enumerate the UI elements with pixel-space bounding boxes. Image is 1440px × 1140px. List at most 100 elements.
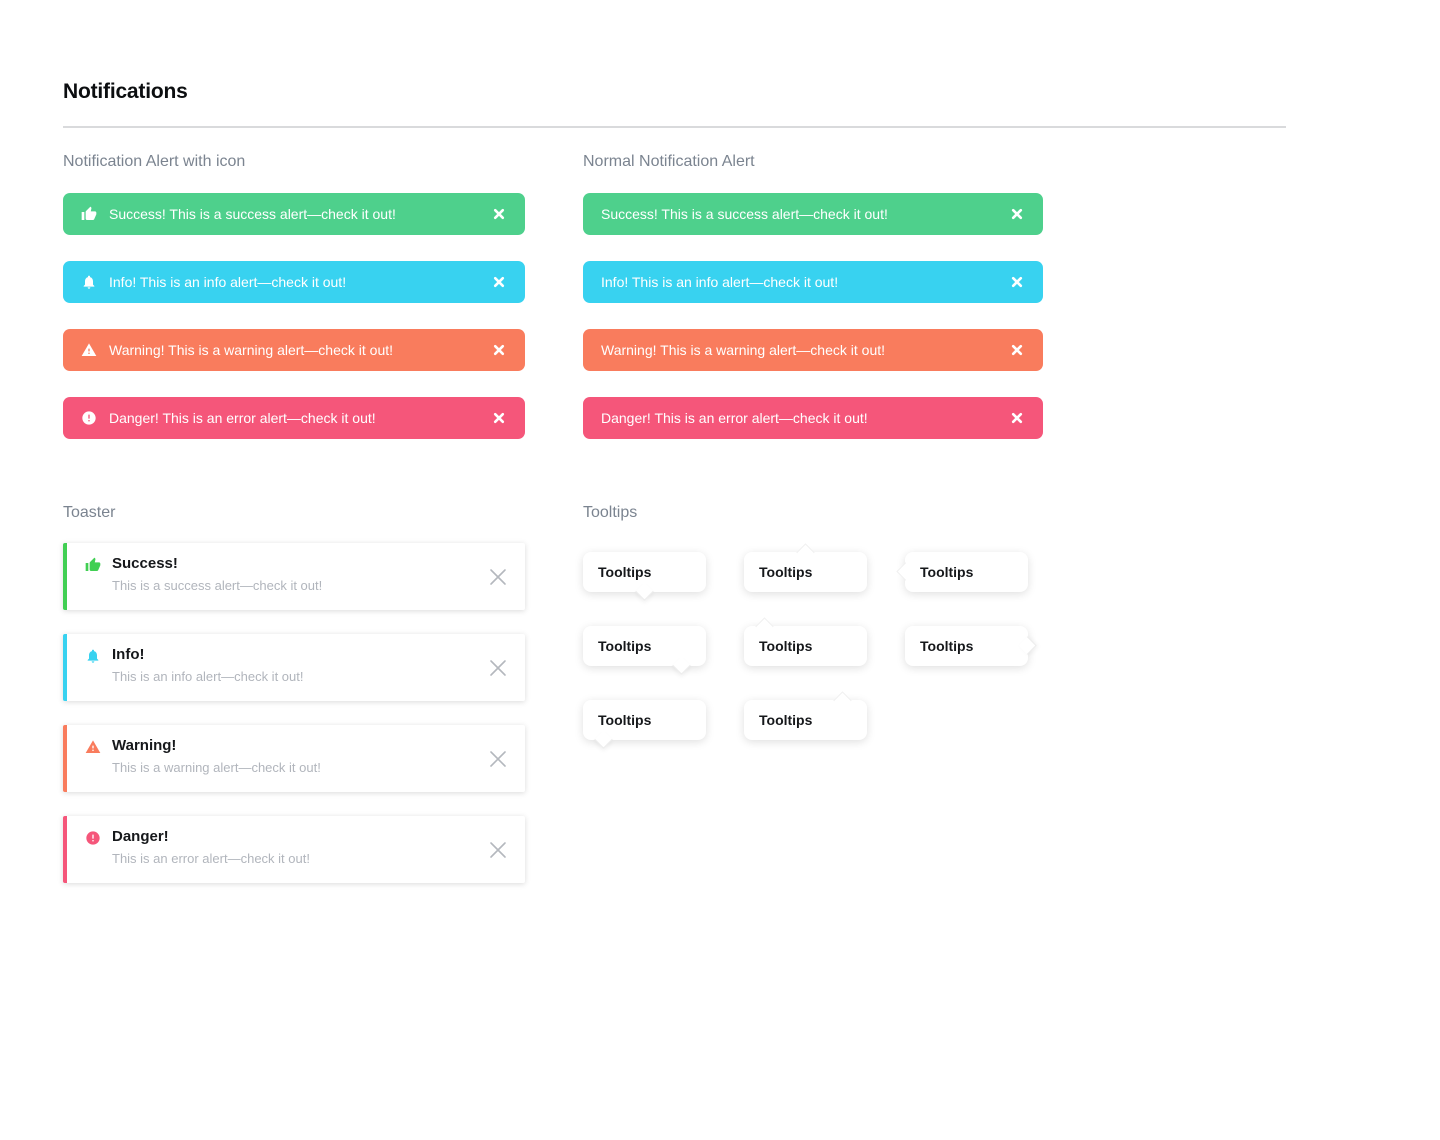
- alert-message: Success! This is a success alert—check i…: [601, 206, 888, 222]
- alert-close-button[interactable]: [1009, 410, 1025, 426]
- alert-info: Info! This is an info alert—check it out…: [583, 261, 1043, 303]
- alert-warning: Warning! This is a warning alert—check i…: [63, 329, 525, 371]
- toast-body: Danger! This is an error alert—check it …: [112, 828, 310, 883]
- alert-success: Success! This is a success alert—check i…: [583, 193, 1043, 235]
- icon-alert-list: Success! This is a success alert—check i…: [63, 193, 525, 439]
- alert-message: Warning! This is a warning alert—check i…: [601, 342, 886, 358]
- tooltip-label: Tooltips: [759, 564, 813, 580]
- x-icon: [490, 568, 506, 585]
- alert-close-button[interactable]: [1009, 274, 1025, 290]
- section-heading-toaster: Toaster: [63, 504, 116, 521]
- alert-message: Warning! This is a warning alert—check i…: [109, 342, 394, 358]
- x-icon: [493, 208, 505, 220]
- error-circle-icon: [81, 410, 97, 426]
- tooltip-arrow-bottom-left: Tooltips: [583, 700, 706, 749]
- tooltip-label: Tooltips: [920, 638, 974, 654]
- normal-alert-list: Success! This is a success alert—check i…: [583, 193, 1043, 439]
- x-icon: [1011, 208, 1023, 220]
- tooltip-arrow-top-left: Tooltips: [744, 617, 867, 666]
- alert-close-button[interactable]: [491, 342, 507, 358]
- tooltip-arrow-bottom-center: Tooltips: [583, 552, 706, 601]
- warning-triangle-icon: [81, 342, 97, 358]
- alerts-row: Notification Alert with icon Success! Th…: [63, 153, 1286, 465]
- thumbs-up-icon: [81, 206, 97, 222]
- alert-close-button[interactable]: [491, 410, 507, 426]
- toast-body: Success! This is a success alert—check i…: [112, 555, 322, 610]
- tooltip-arrow: [795, 543, 815, 562]
- toast-body: Warning! This is a warning alert—check i…: [112, 737, 321, 792]
- x-icon: [490, 841, 506, 858]
- toast-close-button[interactable]: [485, 746, 511, 772]
- x-icon: [490, 659, 506, 676]
- warning-triangle-icon: [85, 739, 101, 792]
- alert-message: Info! This is an info alert—check it out…: [109, 274, 347, 290]
- toast-warning: Warning! This is a warning alert—check i…: [63, 725, 525, 792]
- toast-message: This is a warning alert—check it out!: [112, 760, 321, 775]
- tooltip-arrow-left-middle: Tooltips: [896, 552, 1028, 592]
- toast-title: Warning!: [112, 737, 177, 754]
- section-heading-normal-alerts: Normal Notification Alert: [583, 153, 755, 170]
- tooltip-arrow: [634, 582, 654, 601]
- toast-message: This is a success alert—check it out!: [112, 578, 323, 593]
- tooltip-arrow: [594, 730, 613, 749]
- tooltip-label: Tooltips: [759, 712, 813, 728]
- tooltip-arrow-top-right: Tooltips: [744, 691, 867, 740]
- toast-danger: Danger! This is an error alert—check it …: [63, 816, 525, 883]
- alert-close-button[interactable]: [1009, 342, 1025, 358]
- thumbs-up-icon: [85, 557, 101, 610]
- toast-info: Info! This is an info alert—check it out…: [63, 634, 525, 701]
- section-toaster: Toaster Success! This is a success alert…: [63, 504, 525, 907]
- toast-close-button[interactable]: [485, 837, 511, 863]
- tooltip-arrow: [833, 691, 852, 710]
- tooltip-arrow-right-middle: Tooltips: [905, 626, 1037, 666]
- toast-message: This is an info alert—check it out!: [112, 669, 304, 684]
- x-icon: [1011, 276, 1023, 288]
- tooltip-arrow: [1018, 636, 1037, 655]
- alert-success: Success! This is a success alert—check i…: [63, 193, 525, 235]
- tooltip-arrow-top-center: Tooltips: [744, 543, 867, 592]
- alert-danger: Danger! This is an error alert—check it …: [583, 397, 1043, 439]
- alert-message: Danger! This is an error alert—check it …: [109, 410, 376, 426]
- tooltip-label: Tooltips: [598, 638, 652, 654]
- section-heading-icon-alerts: Notification Alert with icon: [63, 153, 246, 170]
- toast-close-button[interactable]: [485, 564, 511, 590]
- page-title: Notifications: [63, 80, 188, 103]
- toast-body: Info! This is an info alert—check it out…: [112, 646, 303, 701]
- tooltip-arrow-bottom-right: Tooltips: [583, 626, 706, 675]
- toaster-tooltips-row: Toaster Success! This is a success alert…: [63, 504, 1286, 907]
- toast-title: Info!: [112, 646, 145, 663]
- alert-danger: Danger! This is an error alert—check it …: [63, 397, 525, 439]
- tooltip-label: Tooltips: [598, 712, 652, 728]
- tooltip-label: Tooltips: [920, 564, 974, 580]
- bell-icon: [85, 648, 101, 701]
- alert-message: Danger! This is an error alert—check it …: [601, 410, 868, 426]
- alert-close-button[interactable]: [1009, 206, 1025, 222]
- section-icon-alerts: Notification Alert with icon Success! Th…: [63, 153, 525, 465]
- x-icon: [493, 276, 505, 288]
- x-icon: [1011, 412, 1023, 424]
- tooltip-arrow: [896, 562, 915, 581]
- toast-close-button[interactable]: [485, 655, 511, 681]
- alert-warning: Warning! This is a warning alert—check i…: [583, 329, 1043, 371]
- toast-success: Success! This is a success alert—check i…: [63, 543, 525, 610]
- x-icon: [493, 412, 505, 424]
- x-icon: [490, 750, 506, 767]
- notifications-page: Notifications Notification Alert with ic…: [63, 80, 1286, 907]
- tooltip-label: Tooltips: [759, 638, 813, 654]
- alert-close-button[interactable]: [491, 206, 507, 222]
- tooltip-arrow: [672, 656, 691, 675]
- error-circle-icon: [85, 830, 101, 883]
- alert-close-button[interactable]: [491, 274, 507, 290]
- x-icon: [1011, 344, 1023, 356]
- section-normal-alerts: Normal Notification Alert Success! This …: [583, 153, 1043, 465]
- toast-title: Success!: [112, 555, 178, 572]
- tooltip-label: Tooltips: [598, 564, 652, 580]
- toast-list: Success! This is a success alert—check i…: [63, 543, 525, 883]
- divider: [63, 126, 1286, 128]
- bell-icon: [81, 274, 97, 290]
- alert-message: Info! This is an info alert—check it out…: [601, 274, 839, 290]
- section-tooltips: Tooltips Tooltips Tooltips Tooltips Tool…: [583, 504, 1043, 907]
- section-heading-tooltips: Tooltips: [583, 504, 638, 521]
- x-icon: [493, 344, 505, 356]
- alert-info: Info! This is an info alert—check it out…: [63, 261, 525, 303]
